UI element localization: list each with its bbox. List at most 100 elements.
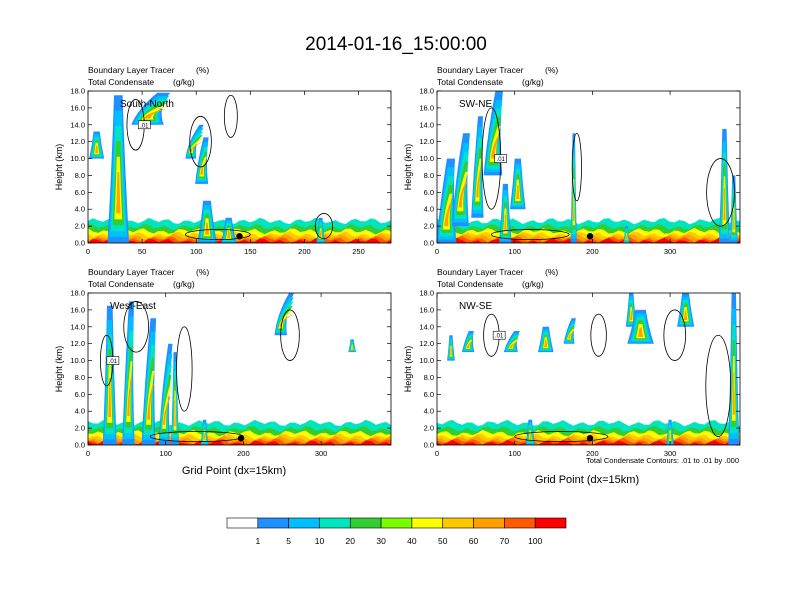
plume-shape: [147, 384, 154, 420]
plume-shape: [669, 432, 671, 440]
plume-shape: [279, 315, 293, 327]
x-tick-label: 0: [86, 449, 90, 458]
condensate-contour: [706, 158, 735, 227]
y-tick-label: 10.0: [419, 154, 434, 163]
plume-shape: [116, 172, 121, 214]
y-tick-label: 14.0: [70, 120, 85, 129]
colorbar-swatch: [288, 517, 320, 529]
condensate-contour: [189, 115, 212, 168]
y-tick-label: 18.0: [70, 87, 85, 96]
panel-west-east: .01 0.0 2.0 4.0 6.0 8.0 10.0 12.0 14.0 16.0 18.0 0 1…: [54, 267, 392, 458]
boundary-layer-band: [88, 238, 391, 243]
panel-subtitle-tracer: Boundary Layer Tracer: [437, 267, 524, 277]
x-tick-label: 300: [315, 449, 328, 458]
panels: .01 0.0 2.0 4.0 6.0 8.0 10.0 12.0 14.0 16.0 18.0 0 5…: [54, 65, 741, 458]
condensate-contour: [184, 229, 251, 241]
location-marker: [586, 435, 594, 442]
condensate-contour: [514, 431, 609, 443]
y-tick-label: 2.0: [75, 424, 85, 433]
plume-shape: [568, 331, 575, 339]
y-tick-label: 12.0: [419, 137, 434, 146]
plume-shape: [637, 327, 644, 337]
panel-name: SW-NE: [459, 99, 492, 110]
x-axis-label-left: Grid Point (dx=15km): [182, 465, 286, 477]
colorbar-label: 100: [528, 536, 542, 546]
x-tick-label: 300: [664, 449, 677, 458]
colorbar-label: 30: [376, 536, 386, 546]
x-tick-label: 100: [508, 449, 521, 458]
plume-shape: [733, 210, 735, 230]
x-tick-label: 100: [159, 449, 172, 458]
plume-shape: [476, 169, 481, 198]
plume-shape: [544, 340, 548, 347]
panel-subtitle-condensate-units: (g/kg): [173, 77, 195, 87]
plume-shape: [625, 234, 628, 240]
location-marker: [586, 233, 594, 240]
y-tick-label: 0.0: [75, 239, 85, 248]
panel-subtitle-condensate: Total Condensate: [88, 77, 154, 87]
y-tick-label: 8.0: [75, 171, 85, 180]
y-axis-label: Height (km): [403, 346, 413, 393]
y-axis-label: Height (km): [54, 144, 64, 191]
contour-label: .01: [495, 334, 504, 340]
y-tick-label: 0.0: [424, 441, 434, 450]
y-tick-label: 4.0: [424, 407, 434, 416]
x-tick-label: 200: [586, 449, 599, 458]
plume-shape: [163, 396, 171, 425]
plume-shape: [227, 230, 231, 238]
panel-frame: [436, 90, 741, 244]
plume-shape: [450, 348, 452, 356]
panel-frame: [87, 90, 392, 244]
x-tick-label: 0: [86, 247, 90, 256]
colorbar-swatch: [349, 517, 382, 529]
x-tick-label: 0: [435, 449, 439, 458]
y-tick-label: 2.0: [424, 424, 434, 433]
panel-frame: [436, 292, 741, 446]
colorbar-swatch: [504, 517, 536, 529]
y-tick-label: 18.0: [419, 87, 434, 96]
y-tick-label: 14.0: [70, 322, 85, 331]
contour-label: .01: [497, 157, 506, 163]
condensate-contour: [571, 132, 582, 202]
plume-shape: [444, 202, 452, 227]
colorbar-label: 40: [407, 536, 417, 546]
plume-shape: [189, 142, 203, 152]
x-tick-label: 150: [244, 247, 257, 256]
colorbar-label: 5: [286, 536, 291, 546]
y-axis-label: Height (km): [54, 346, 64, 393]
y-tick-label: 4.0: [424, 205, 434, 214]
y-tick-label: 12.0: [419, 339, 434, 348]
boundary-layer-band: [437, 439, 740, 445]
y-tick-label: 8.0: [424, 373, 434, 382]
plume-shape: [630, 310, 633, 320]
y-tick-label: 8.0: [424, 171, 434, 180]
panel-subtitle-tracer-units: (%): [196, 267, 209, 277]
plume-shape: [683, 310, 688, 320]
x-axis-label-right: Grid Point (dx=15km): [535, 474, 639, 486]
plume-shape: [200, 161, 207, 175]
panel-subtitle-condensate: Total Condensate: [88, 279, 154, 289]
contour-label: .01: [109, 359, 118, 365]
plume-shape: [127, 376, 132, 417]
plume-shape: [205, 222, 209, 235]
contour-note: Total Condensate Contours: .01 to .01 by…: [586, 456, 739, 465]
y-axis-label: Height (km): [403, 144, 413, 191]
plume-shape: [509, 342, 518, 348]
y-tick-label: 16.0: [419, 103, 434, 112]
x-tick-label: 200: [298, 247, 311, 256]
panel-subtitle-condensate-units: (g/kg): [522, 279, 544, 289]
panel-subtitle-tracer: Boundary Layer Tracer: [88, 267, 175, 277]
condensate-contour: [123, 301, 150, 353]
x-tick-label: 300: [664, 247, 677, 256]
contour-label-box: [137, 120, 151, 130]
plume-shape: [351, 346, 353, 350]
condensate-contour: [705, 334, 732, 437]
panel-subtitle-condensate-units: (g/kg): [173, 279, 195, 289]
y-tick-label: 8.0: [75, 373, 85, 382]
plume-shape: [573, 190, 575, 221]
y-tick-label: 10.0: [70, 356, 85, 365]
y-tick-label: 4.0: [75, 205, 85, 214]
field: .01: [437, 91, 740, 243]
panel-subtitle-condensate: Total Condensate: [437, 77, 503, 87]
